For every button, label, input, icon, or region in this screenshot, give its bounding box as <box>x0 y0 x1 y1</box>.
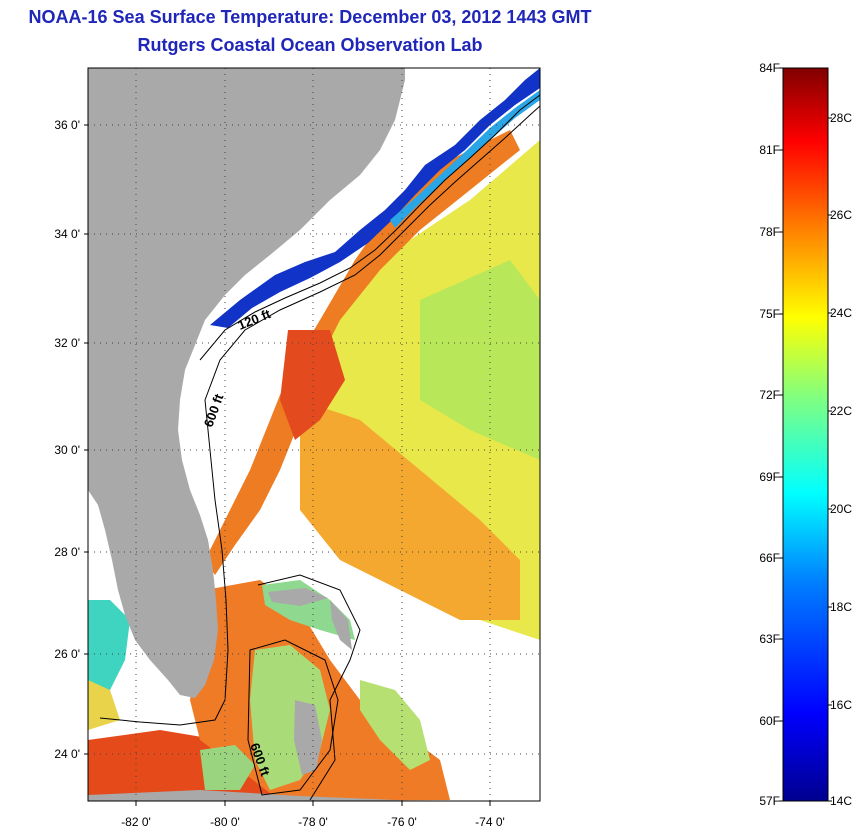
sst-green-cuba-shelf <box>200 745 255 790</box>
colorbar-label-20c: 20C <box>830 502 853 516</box>
map-title: NOAA-16 Sea Surface Temperature: Decembe… <box>28 7 592 27</box>
lat-label-28: 28 0' <box>54 545 80 559</box>
colorbar-label-57f: 57F <box>759 794 780 808</box>
graticule <box>88 68 540 801</box>
grand-bahama-island <box>268 588 328 606</box>
colorbar-label-63f: 63F <box>759 632 780 646</box>
lon-label-80: -80 0' <box>210 815 240 829</box>
sst-green-region <box>420 260 540 460</box>
sst-gulfstream-orange <box>205 130 520 575</box>
colorbar-label-60f: 60F <box>759 714 780 728</box>
lat-label-34: 34 0' <box>54 227 80 241</box>
temperature-colorbar <box>782 67 829 802</box>
lon-label-82: -82 0' <box>121 815 151 829</box>
isobath-600ft-contour <box>204 105 540 401</box>
colorbar-label-81f: 81F <box>759 143 780 157</box>
isobath-florida-contour <box>99 399 229 726</box>
lat-label-36: 36 0' <box>54 118 80 132</box>
colorbar-label-72f: 72F <box>759 388 780 402</box>
colorbar-label-14c: 14C <box>830 794 853 808</box>
colorbar-label-69f: 69F <box>759 470 780 484</box>
lat-label-32: 32 0' <box>54 336 80 350</box>
lat-label-26: 26 0' <box>54 647 80 661</box>
colorbar-label-22c: 22C <box>830 404 853 418</box>
colorbar-label-24c: 24C <box>830 306 853 320</box>
sst-red-region <box>280 330 345 440</box>
colorbar-label-84f: 84F <box>759 61 780 75</box>
us-southeast-landmass <box>88 68 405 698</box>
abaco-island <box>330 600 352 650</box>
andros-island <box>294 700 322 775</box>
lon-label-76: -76 0' <box>387 815 417 829</box>
colorbar-label-75f: 75F <box>759 307 780 321</box>
isobath-bank-contour <box>247 639 339 796</box>
colorbar-label-66f: 66F <box>759 551 780 565</box>
lon-label-78: -78 0' <box>298 815 328 829</box>
sst-green-exumas <box>360 680 430 770</box>
sst-yellow-florida-bay <box>88 680 120 730</box>
sst-orange-region <box>300 400 520 620</box>
colorbar-ticks <box>779 67 832 802</box>
isobath-120ft-contour <box>199 94 540 361</box>
colorbar-label-18c: 18C <box>830 600 853 614</box>
colorbar-label-78f: 78F <box>759 225 780 239</box>
map-ticks <box>84 124 491 806</box>
lat-label-30: 30 0' <box>54 443 80 457</box>
map-frame <box>87 67 541 802</box>
colorbar-label-26c: 26C <box>830 208 853 222</box>
colorbar-label-16c: 16C <box>830 698 853 712</box>
sst-cyan-florida <box>88 600 130 700</box>
map-subtitle: Rutgers Coastal Ocean Observation Lab <box>137 35 483 55</box>
sst-cold-coastal-band <box>210 68 540 328</box>
lon-label-74: -74 0' <box>475 815 505 829</box>
colorbar-label-28c: 28C <box>830 111 853 125</box>
isobath-bahamas-contour <box>257 574 361 801</box>
cuba-coast <box>88 790 420 801</box>
lat-label-24: 24 0' <box>54 747 80 761</box>
